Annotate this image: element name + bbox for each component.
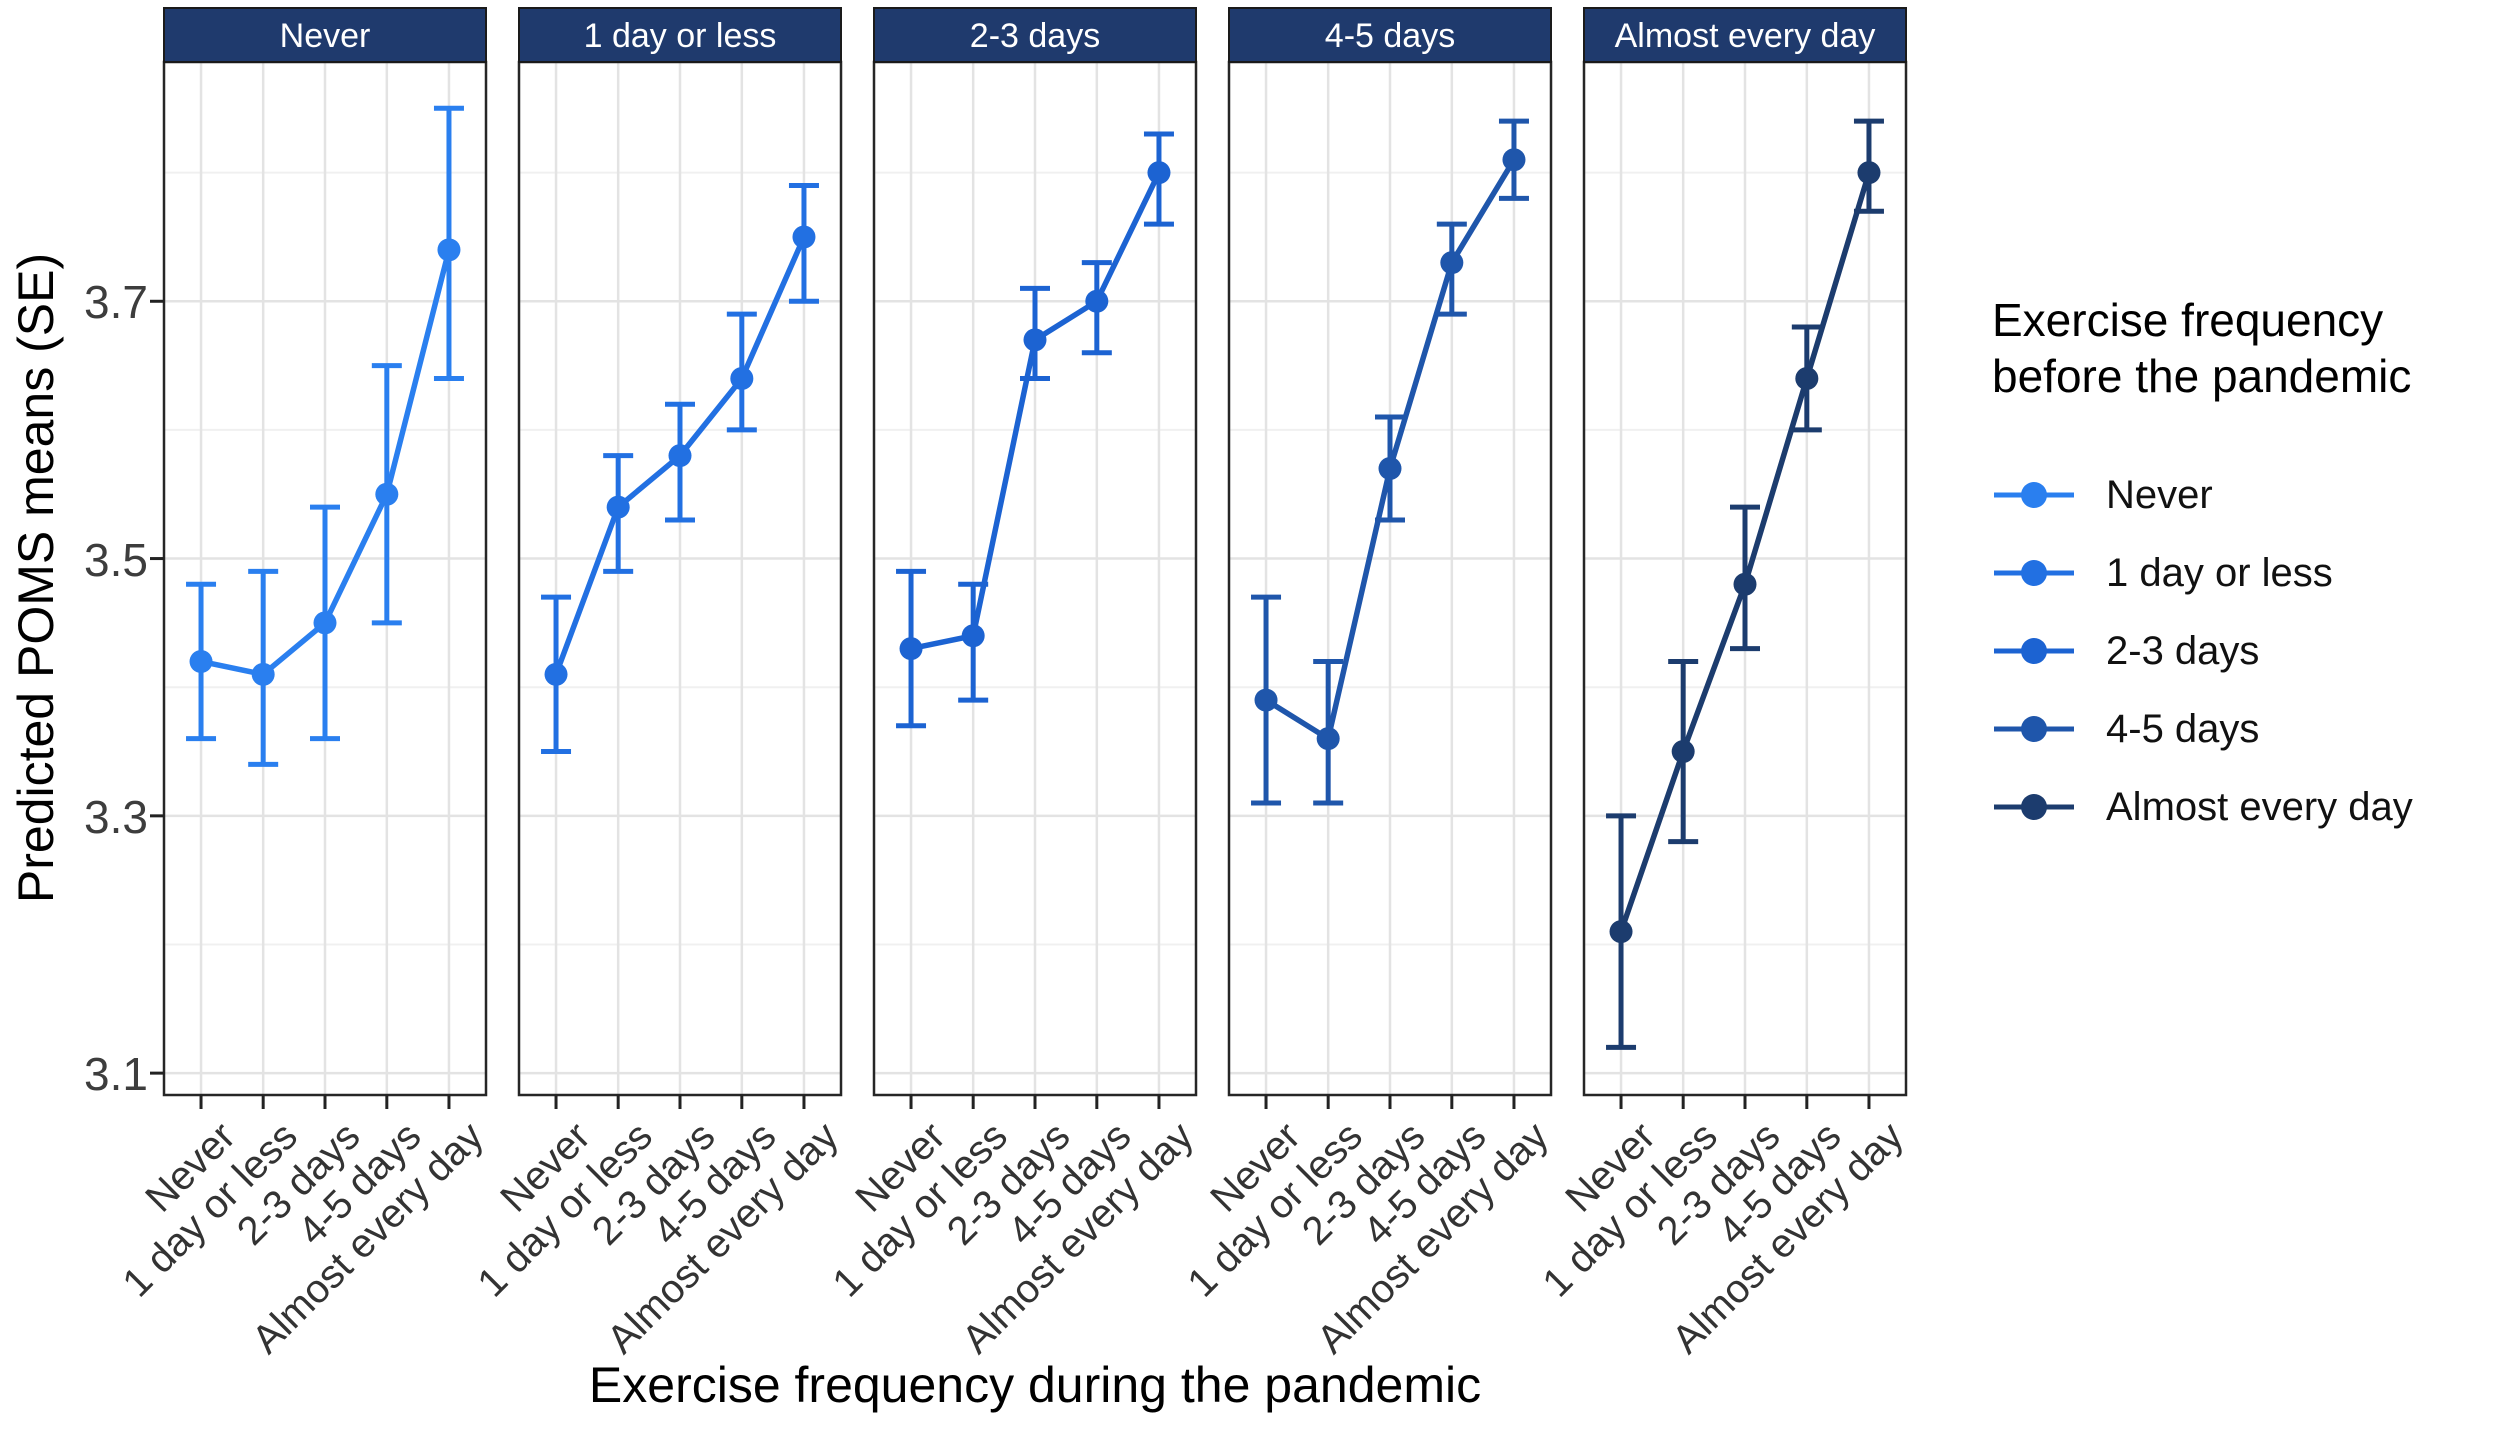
legend-item-label: 4-5 days: [2106, 706, 2260, 751]
data-point: [1378, 457, 1402, 481]
facet-strip-label: 4-5 days: [1325, 17, 1455, 55]
facet-strip: [1228, 7, 1552, 63]
legend-item-label: 1 day or less: [2106, 550, 2333, 595]
facet-strip: [518, 7, 842, 63]
legend-key-point: [2021, 482, 2047, 508]
legend-item-label: Never: [2106, 472, 2213, 517]
data-point: [1502, 148, 1526, 172]
legend-title: Exercise frequency before the pandemic: [1992, 292, 2500, 404]
data-point: [899, 637, 923, 661]
legend-title-line-2: before the pandemic: [1992, 350, 2412, 402]
legend-key-point: [2021, 794, 2047, 820]
data-point: [792, 225, 816, 249]
data-point: [1671, 740, 1695, 764]
data-point: [668, 444, 692, 468]
legend-item: Almost every day: [1992, 768, 2500, 846]
data-point: [1085, 289, 1109, 313]
data-point: [251, 662, 275, 686]
facet-strip-label: 2-3 days: [970, 17, 1100, 55]
facet-strip-label: Almost every day: [1615, 17, 1876, 55]
legend-key-icon: [1994, 716, 2074, 742]
facet-strip-label: Never: [280, 17, 371, 55]
facet-strip-label: 1 day or less: [584, 17, 777, 55]
data-point: [961, 624, 985, 648]
facet-strip: [1583, 7, 1907, 63]
data-point: [1857, 161, 1881, 185]
data-point: [606, 495, 630, 519]
data-point: [1023, 328, 1047, 352]
data-point: [1795, 366, 1819, 390]
legend-item: 1 day or less: [1992, 534, 2500, 612]
legend-item-label: 2-3 days: [2106, 628, 2260, 673]
data-point: [1733, 572, 1757, 596]
legend-key-icon: [1994, 482, 2074, 508]
legend-key-icon: [1994, 560, 2074, 586]
data-point: [1147, 161, 1171, 185]
legend-key-icon: [1994, 638, 2074, 664]
y-tick-label: 3.3: [84, 790, 148, 843]
data-point: [313, 611, 337, 635]
y-tick-label: 3.5: [84, 533, 148, 586]
data-point: [1254, 688, 1278, 712]
legend-item-label: Almost every day: [2106, 784, 2413, 829]
data-point: [437, 238, 461, 262]
data-point: [544, 662, 568, 686]
legend-item: 2-3 days: [1992, 612, 2500, 690]
legend-item: Never: [1992, 456, 2500, 534]
data-point: [189, 649, 213, 673]
legend-title-line-1: Exercise frequency: [1992, 294, 2384, 346]
legend: Exercise frequency before the pandemic N…: [1992, 292, 2500, 846]
x-axis-title: Exercise frequency during the pandemic: [588, 1357, 1482, 1413]
data-point: [1609, 920, 1633, 944]
legend-items: Never 1 day or less 2-3 days 4-5 days Almost…: [1992, 456, 2500, 846]
data-point: [1316, 727, 1340, 751]
y-tick-label: 3.7: [84, 276, 148, 329]
facet-strip: [163, 7, 487, 63]
legend-key-icon: [1994, 794, 2074, 820]
facet-strip: [873, 7, 1197, 63]
data-point: [1440, 251, 1464, 275]
legend-key-point: [2021, 560, 2047, 586]
data-point: [730, 366, 754, 390]
legend-key-point: [2021, 716, 2047, 742]
legend-item: 4-5 days: [1992, 690, 2500, 768]
y-tick-label: 3.1: [84, 1048, 148, 1101]
legend-key-point: [2021, 638, 2047, 664]
data-point: [375, 482, 399, 506]
